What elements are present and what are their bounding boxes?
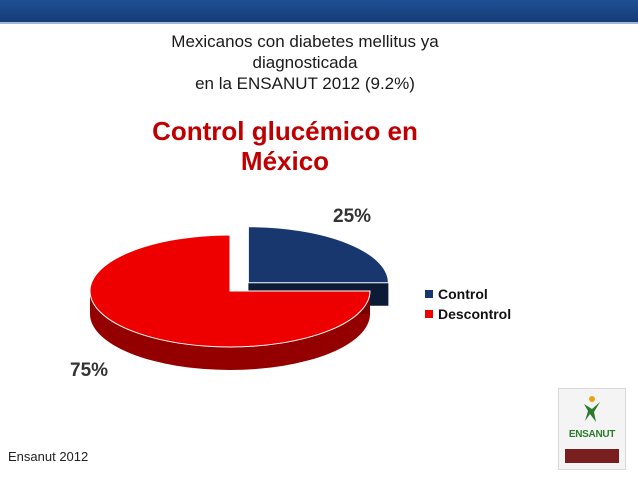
pie-slice-control <box>247 226 389 284</box>
data-label-descontrol: 75% <box>70 360 109 381</box>
subtitle-line-1: Mexicanos con diabetes mellitus ya <box>171 32 439 51</box>
logo-figure-icon <box>584 396 600 422</box>
data-label-control: 25% <box>333 206 372 227</box>
subtitle-line-3: en la ENSANUT 2012 (9.2%) <box>195 74 415 93</box>
subtitle-line-2: diagnosticada <box>252 53 358 72</box>
logo-bar <box>565 449 619 463</box>
ensanut-logo: ENSANUT <box>558 388 626 470</box>
legend-label-control: Control <box>438 286 488 302</box>
top-banner <box>0 0 638 22</box>
source-footnote: Ensanut 2012 <box>8 449 89 464</box>
legend-label-descontrol: Descontrol <box>438 306 512 322</box>
pie-slice-descontrol <box>89 234 371 348</box>
chart-title-line-1: Control glucémico en <box>152 116 418 146</box>
legend-swatch-descontrol <box>425 310 433 318</box>
chart-title: Control glucémico en México <box>120 116 450 176</box>
chart-legend: Control Descontrol <box>425 284 511 324</box>
top-banner-rule <box>0 22 638 24</box>
logo-text: ENSANUT <box>568 429 616 440</box>
legend-swatch-control <box>425 290 433 298</box>
chart-title-line-2: México <box>240 146 330 176</box>
slide-subtitle: Mexicanos con diabetes mellitus ya diagn… <box>120 31 490 94</box>
legend-item-control: Control <box>425 284 511 304</box>
pie-slice-side-descontrol <box>90 291 370 370</box>
legend-item-descontrol: Descontrol <box>425 304 511 324</box>
